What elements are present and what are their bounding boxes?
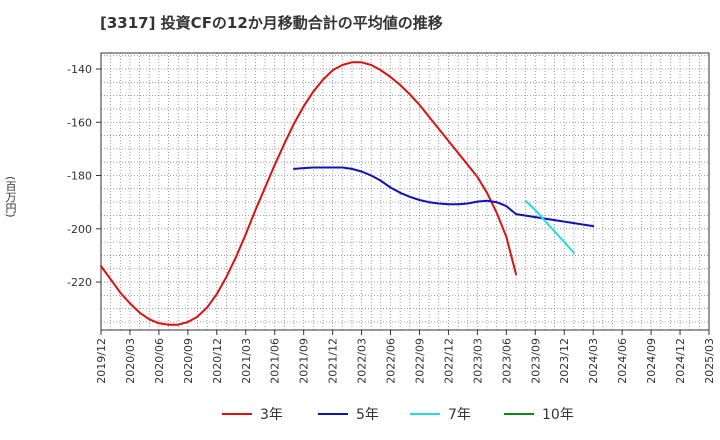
y-tick-label: -180 [67,170,92,183]
series-line [293,166,595,228]
series-line [100,61,517,326]
y-tick-label: -140 [67,63,92,76]
x-tick-label: 2022/03 [356,338,369,384]
x-tick-label: 2021/06 [269,338,282,384]
x-tick-label: 2023/12 [558,338,571,384]
x-tick-label: 2024/12 [674,338,687,384]
y-axis-ticks: -140 -160 -180 -200 -220 [67,63,101,289]
chart-title: [3317] 投資CFの12か月移動合計の平均値の推移 [100,14,443,32]
legend: 3年 5年 7年 10年 [222,407,574,423]
legend-label: 7年 [448,407,471,423]
x-tick-label: 2024/09 [645,338,658,384]
series-line [524,199,575,254]
x-tick-label: 2020/03 [124,338,137,384]
x-tick-label: 2024/03 [587,338,600,384]
x-tick-label: 2022/06 [385,338,398,384]
x-tick-label: 2022/12 [442,338,455,384]
x-tick-label: 2020/09 [182,338,195,384]
x-tick-label: 2023/09 [529,338,542,384]
y-tick-label: -160 [67,116,92,129]
x-tick-label: 2025/03 [703,338,716,384]
grid-lines [101,53,709,330]
y-tick-label: -220 [67,276,92,289]
x-axis-ticks: 2019/12 2020/03 2020/06 2020/09 2020/12 2021/… [95,330,716,384]
x-tick-label: 2024/06 [616,338,629,384]
legend-label: 10年 [542,407,574,423]
x-tick-label: 2021/09 [298,338,311,384]
x-tick-label: 2019/12 [95,338,108,384]
y-tick-label: -200 [67,223,92,236]
legend-label: 5年 [356,407,379,423]
series-lines [100,61,595,326]
x-tick-label: 2020/06 [153,338,166,384]
x-tick-label: 2021/03 [240,338,253,384]
x-tick-label: 2023/06 [500,338,513,384]
x-tick-label: 2022/09 [413,338,426,384]
x-tick-label: 2020/12 [211,338,224,384]
x-tick-label: 2023/03 [471,338,484,384]
plot-area [100,52,710,331]
y-axis-label: (百万円) [4,176,17,218]
legend-label: 3年 [260,407,283,423]
x-tick-label: 2021/12 [327,338,340,384]
